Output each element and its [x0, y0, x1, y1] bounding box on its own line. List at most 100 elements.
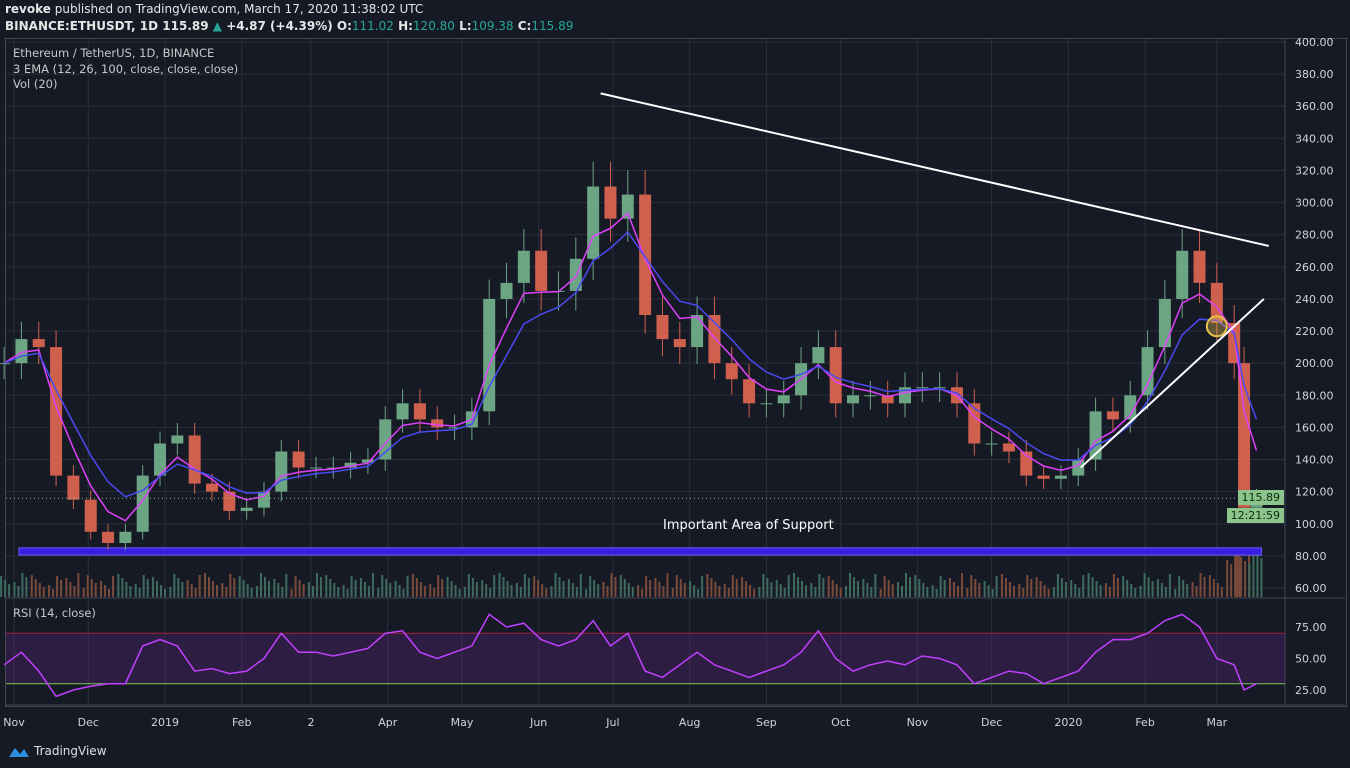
candle-body — [275, 451, 288, 492]
volume-bar — [367, 586, 370, 597]
volume-bar — [810, 583, 813, 597]
legend-rsi[interactable]: RSI (14, close) — [13, 606, 96, 620]
volume-bar — [267, 581, 270, 597]
volume-bar — [749, 585, 752, 597]
rsi-tick-label: 50.00 — [1295, 653, 1327, 666]
volume-bar — [575, 587, 578, 597]
volume-bar — [48, 585, 51, 597]
volume-bar — [104, 585, 107, 597]
volume-bar — [342, 585, 345, 597]
legend-volume[interactable]: Vol (20) — [13, 77, 58, 91]
volume-bar — [411, 574, 414, 597]
volume-bar — [359, 578, 362, 597]
volume-bar — [839, 588, 842, 597]
time-tick-label: Mar — [1206, 716, 1227, 729]
volume-bar — [402, 589, 405, 597]
volume-bar — [152, 577, 155, 597]
volume-bar — [56, 576, 59, 597]
footer-brand: TradingView — [8, 744, 107, 758]
volume-bar — [1252, 550, 1255, 597]
volume-bar — [793, 573, 796, 597]
volume-bar — [346, 589, 349, 597]
candle-body — [136, 475, 149, 532]
volume-bar — [897, 582, 899, 597]
candle-body — [517, 250, 530, 283]
candle-body — [50, 347, 63, 476]
candle-body — [743, 379, 756, 404]
highlight-marker — [1205, 315, 1228, 338]
volume-bar — [216, 585, 218, 597]
rsi-tick-label: 25.00 — [1295, 684, 1327, 697]
volume-bar — [169, 587, 172, 597]
volume-bar — [554, 573, 557, 597]
volume-bar — [429, 584, 432, 597]
volume-bar — [905, 573, 907, 597]
close-label: C: — [517, 19, 532, 33]
candle-body — [119, 531, 132, 544]
volume-bar — [1168, 574, 1171, 597]
volume-bar — [377, 588, 380, 597]
candle-body — [500, 282, 513, 299]
volume-bar — [1160, 583, 1163, 597]
volume-bar — [818, 574, 821, 597]
volume-bar — [190, 584, 193, 597]
volume-bar — [1151, 581, 1154, 597]
volume-bar — [849, 573, 852, 597]
volume-bar — [541, 584, 544, 597]
legend-ema[interactable]: 3 EMA (12, 26, 100, close, close, close) — [13, 62, 239, 76]
volume-bar — [1240, 557, 1243, 597]
volume-bar — [493, 575, 496, 597]
time-tick-label: Feb — [1135, 716, 1154, 729]
volume-bar — [991, 589, 994, 597]
volume-bar — [363, 582, 366, 597]
time-tick-label: Feb — [232, 716, 251, 729]
volume-bar — [1147, 577, 1150, 597]
candle-body — [864, 395, 877, 397]
volume-bar — [233, 578, 236, 597]
volume-bar — [471, 578, 474, 597]
volume-bar — [857, 581, 860, 597]
volume-bar — [701, 576, 704, 597]
volume-bar — [281, 587, 284, 597]
volume-bar — [1195, 586, 1198, 597]
volume-bar — [415, 578, 418, 597]
volume-bar — [831, 580, 834, 597]
candle-body — [223, 491, 236, 511]
volume-bar — [108, 589, 111, 597]
volume-bar — [315, 573, 318, 597]
candle-body — [206, 483, 218, 492]
volume-bar — [506, 581, 509, 597]
volume-bar — [689, 581, 692, 597]
candle-body — [691, 315, 704, 348]
price-tick-label: 140.00 — [1295, 454, 1334, 467]
volume-bar — [277, 583, 280, 597]
volume-bar — [246, 584, 249, 597]
volume-bar — [406, 576, 409, 597]
price-tick-label: 120.00 — [1295, 486, 1334, 499]
time-tick-label: Dec — [78, 716, 99, 729]
volume-bar — [822, 578, 825, 597]
volume-bar — [1216, 583, 1219, 597]
candle-body — [102, 531, 115, 544]
volume-bar — [649, 580, 652, 597]
volume-bar — [805, 585, 808, 597]
open-value: 111.02 — [351, 19, 394, 33]
candle-body — [916, 387, 929, 389]
volume-bar — [1070, 580, 1073, 597]
rsi-line — [3, 613, 1257, 698]
countdown-tag: 12:21:59 — [1226, 508, 1284, 523]
volume-bar — [610, 573, 613, 597]
volume-bar — [762, 574, 765, 597]
candle-body — [292, 451, 305, 468]
volume-bar — [679, 579, 682, 597]
volume-bar — [723, 584, 726, 597]
volume-bar — [1082, 575, 1085, 597]
volume-bar — [510, 585, 513, 597]
volume-bar — [454, 585, 457, 597]
volume-bar — [302, 584, 305, 597]
volume-bar — [238, 576, 241, 597]
candle-body — [881, 395, 894, 404]
volume-bar — [1143, 573, 1146, 597]
volume-bar — [129, 586, 132, 597]
